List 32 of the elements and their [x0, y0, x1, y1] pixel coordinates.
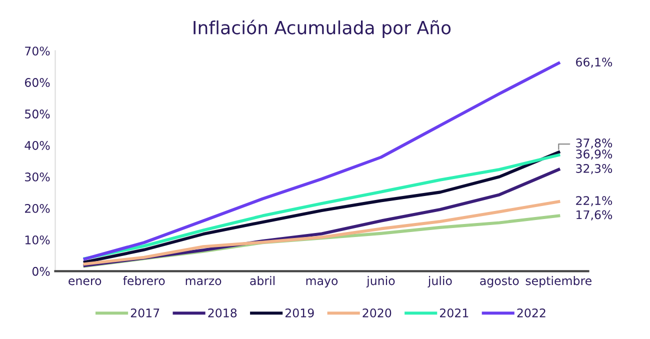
x-tick-label: septiembre [526, 276, 592, 288]
x-tick-label: febrero [123, 276, 165, 286]
legend-label: 2020 [362, 308, 392, 318]
x-tick-label: agosto [480, 276, 519, 288]
x-tick-label: mayo [306, 278, 338, 288]
y-tick-label: 50% [25, 110, 50, 118]
line-series [83, 62, 560, 260]
y-tick-label: 20% [25, 204, 50, 213]
data-label: 32,3% [576, 164, 612, 174]
legend-label: 2022 [517, 308, 546, 318]
y-tick-label: 40% [24, 141, 50, 150]
legend-label: 2018 [208, 308, 237, 318]
y-tick-label: 0% [32, 266, 50, 276]
x-tick-label: abril [250, 276, 274, 286]
y-tick-label: 30% [25, 172, 50, 182]
x-tick-label: junio [366, 276, 395, 288]
data-label: 37,8% [576, 138, 612, 149]
chart-title: Inflación Acumulada por Año [194, 20, 451, 38]
x-tick-label: julio [428, 276, 452, 288]
data-label: 22,1% [576, 196, 612, 206]
legend-label: 2017 [130, 308, 160, 318]
y-tick-label: 10% [25, 235, 50, 244]
legend-label: 2021 [440, 308, 468, 318]
y-tick-label: 70% [25, 46, 50, 56]
data-label: 17,6% [576, 210, 612, 220]
line-series [83, 200, 560, 266]
y-tick-label: 60% [24, 78, 50, 87]
x-tick-label: marzo [186, 278, 222, 286]
data-label: 36,9% [576, 150, 612, 160]
x-tick-label: enero [68, 278, 102, 286]
legend-label: 2019 [285, 308, 314, 318]
data-label: 66,1% [576, 58, 612, 68]
